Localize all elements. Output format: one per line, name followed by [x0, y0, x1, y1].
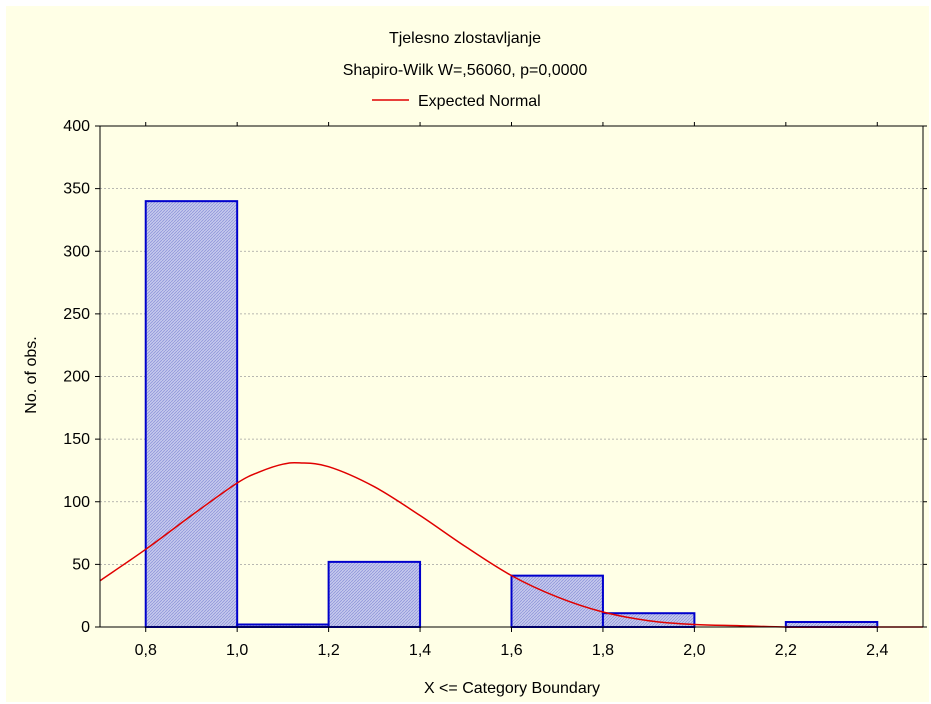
x-tick-label: 1,2: [317, 642, 339, 659]
y-tick-label: 400: [63, 118, 90, 135]
x-tick-label: 1,8: [592, 642, 614, 659]
x-tick-label: 2,4: [866, 642, 888, 659]
x-tick-label: 1,4: [409, 642, 431, 659]
histogram-bar: [144, 200, 239, 628]
y-tick-label: 350: [63, 181, 90, 198]
histogram-bar: [784, 620, 879, 628]
histogram-bar: [327, 560, 422, 628]
x-tick-label: 1,0: [226, 642, 248, 659]
y-tick-label: 200: [63, 369, 90, 386]
y-tick-label: 250: [63, 306, 90, 323]
x-axis-ticks: 0,8 1,0 1,2 1,4 1,6 1,8 2,0 2,2 2,4: [135, 122, 888, 659]
x-tick-label: 0,8: [135, 642, 157, 659]
y-axis-label: No. of obs.: [23, 336, 40, 413]
x-axis-label: X <= Category Boundary: [424, 680, 600, 697]
legend: Expected Normal: [372, 93, 541, 110]
x-tick-label: 2,0: [683, 642, 705, 659]
y-axis-ticks: 0 50 100 150 200 250 300 350 400: [63, 118, 927, 636]
x-tick-label: 2,2: [775, 642, 797, 659]
y-tick-label: 0: [81, 619, 90, 636]
y-tick-label: 100: [63, 494, 90, 511]
legend-label-expected-normal: Expected Normal: [418, 93, 541, 110]
histogram-bars: [144, 200, 879, 629]
y-tick-label: 50: [72, 556, 90, 573]
y-tick-label: 150: [63, 431, 90, 448]
y-tick-label: 300: [63, 243, 90, 260]
chart-title: Tjelesno zlostavljanje: [389, 30, 541, 47]
chart-subtitle: Shapiro-Wilk W=,56060, p=0,0000: [343, 62, 588, 79]
x-tick-label: 1,6: [500, 642, 522, 659]
